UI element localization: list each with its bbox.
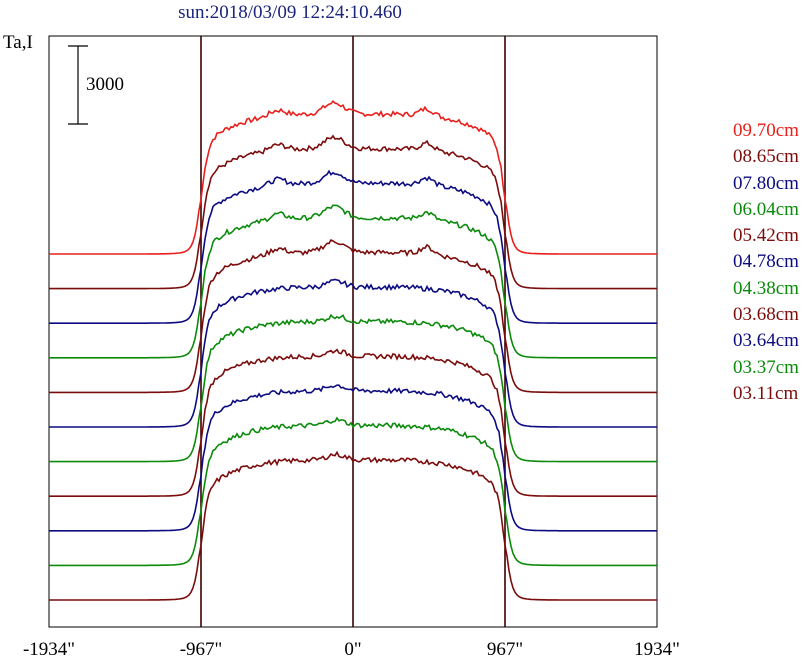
- legend-item-03.68cm: 03.68cm: [733, 304, 799, 326]
- series-line-06.04cm: [49, 204, 657, 359]
- x-tick-label-2: 0": [344, 639, 361, 660]
- series-line-08.65cm: [49, 134, 657, 290]
- scale-bar-label: 3000: [86, 74, 124, 95]
- legend-item-03.64cm: 03.64cm: [733, 330, 799, 352]
- legend-item-06.04cm: 06.04cm: [733, 198, 799, 220]
- series-line-05.42cm: [49, 238, 657, 394]
- x-tick-label-3: 967": [487, 639, 523, 660]
- x-tick-label-1: -967": [180, 639, 223, 660]
- series-line-04.78cm: [49, 278, 657, 428]
- series-line-07.80cm: [49, 169, 657, 324]
- series-line-03.11cm: [49, 450, 657, 601]
- x-tick-label-4: 1934": [634, 639, 680, 660]
- legend-item-07.80cm: 07.80cm: [733, 172, 799, 194]
- series-line-04.38cm: [49, 313, 657, 463]
- series-line-03.68cm: [49, 348, 657, 497]
- series-line-03.64cm: [49, 384, 657, 532]
- series-line-09.70cm: [49, 100, 657, 255]
- legend-item-05.42cm: 05.42cm: [733, 225, 799, 247]
- y-axis-label: Ta,I: [3, 32, 33, 53]
- series-line-03.37cm: [49, 416, 657, 567]
- chart-title: sun:2018/03/09 12:24:10.460: [178, 2, 402, 23]
- legend-item-03.37cm: 03.37cm: [733, 356, 799, 378]
- legend-item-08.65cm: 08.65cm: [733, 146, 799, 168]
- legend-item-04.78cm: 04.78cm: [733, 251, 799, 273]
- legend-item-04.38cm: 04.38cm: [733, 277, 799, 299]
- legend: 09.70cm 08.65cm 07.80cm 06.04cm 05.42cm 04.78…: [733, 118, 799, 407]
- legend-item-03.11cm: 03.11cm: [733, 382, 799, 404]
- x-tick-label-0: -1934": [23, 639, 75, 660]
- legend-item-09.70cm: 09.70cm: [733, 120, 799, 141]
